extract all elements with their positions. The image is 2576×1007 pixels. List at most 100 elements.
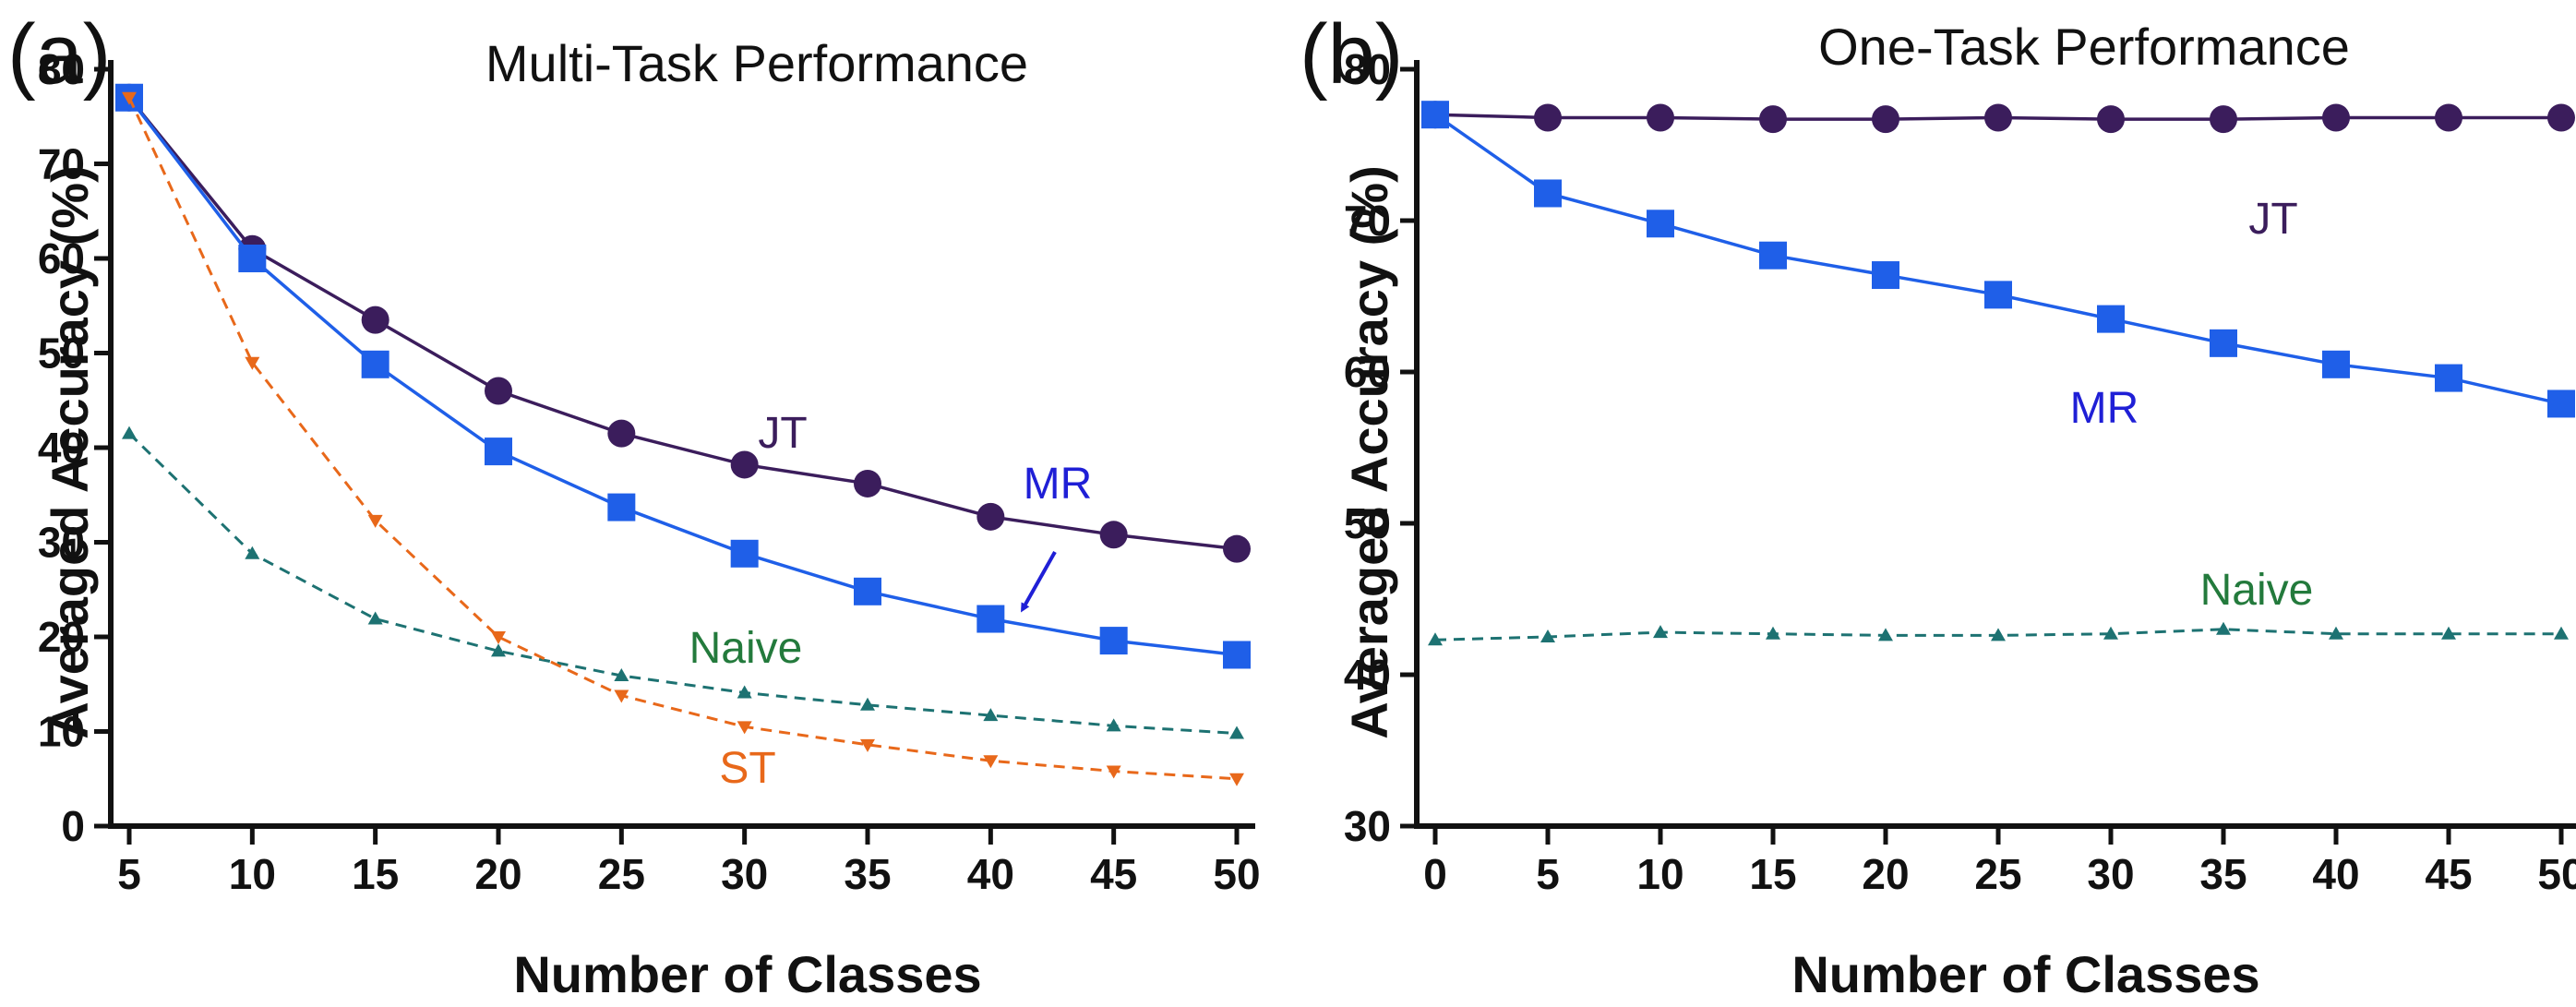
panel-a-y-axis-title: Averaged Accuracy (%) <box>41 165 99 738</box>
panel-a-point-jt <box>607 419 636 448</box>
panel-b-title: One-Task Performance <box>1818 18 2350 76</box>
panel-a-y-tick-label: 0 <box>61 802 85 850</box>
panel-b-point-jt <box>1984 103 2012 132</box>
panel-a-point-mr <box>1099 627 1128 655</box>
panel-b-point-naive <box>2554 626 2569 640</box>
panel-a-point-naive <box>1229 725 1244 739</box>
panel-a-y-tick-label: 30 <box>38 519 85 567</box>
panel-a-point-jt <box>361 306 389 334</box>
panel-a: (a) Multi-Task Performance Averaged Accu… <box>7 7 1261 1003</box>
panel-b-label: (b) <box>1300 7 1403 102</box>
panel-b-point-naive <box>2216 621 2231 635</box>
panel-a-point-st <box>367 514 383 528</box>
panel-a-line-st <box>127 97 1238 781</box>
panel-b-axes: 30 40 50 60 70 80 0 5 10 15 20 25 30 35 40 45 50 <box>1344 45 2576 898</box>
panel-a-point-mr <box>1223 641 1251 669</box>
panel-b-point-naive <box>2329 626 2343 640</box>
panel-a-y-tick-label: 20 <box>38 613 85 661</box>
panel-b-point-mr <box>1421 101 1449 129</box>
panel-a-point-jt <box>976 502 1005 531</box>
panel-a-y-tick-label: 50 <box>38 330 85 378</box>
panel-a-line-naive <box>127 432 1238 736</box>
panel-a-label-st: ST <box>719 744 775 793</box>
panel-b-point-mr <box>1534 179 1562 208</box>
panel-a-label-jt: JT <box>758 409 807 458</box>
panel-a-x-tick-label: 35 <box>844 850 891 898</box>
panel-a-x-tick-label: 40 <box>967 850 1014 898</box>
panel-b-point-jt <box>1647 103 1674 132</box>
panel-a-x-tick-label: 5 <box>117 850 141 898</box>
panel-b-point-mr <box>2210 329 2237 357</box>
panel-a-x-axis-title: Number of Classes <box>513 945 981 1003</box>
panel-a-y-tick-label: 60 <box>38 234 85 282</box>
panel-b-point-mr <box>1759 241 1787 270</box>
panel-b-y-tick-label: 70 <box>1344 197 1391 245</box>
panel-b-point-naive <box>2441 626 2456 640</box>
panel-a-point-naive <box>122 426 137 439</box>
panel-b-point-mr <box>2097 305 2125 333</box>
panel-a-point-naive <box>614 668 629 682</box>
panel-b-point-jt <box>1872 105 1899 134</box>
panel-b-point-naive <box>2103 626 2118 640</box>
panel-b-x-tick-label: 30 <box>2087 850 2134 898</box>
panel-b-point-jt <box>1534 103 1562 132</box>
panel-b-x-tick-label: 20 <box>1862 850 1909 898</box>
panel-b-x-axis-title: Number of Classes <box>1791 945 2259 1003</box>
panel-b-point-jt <box>2097 105 2125 134</box>
panel-b-point-naive <box>1540 629 1555 642</box>
panel-b-point-naive <box>1991 628 2006 641</box>
panel-a-point-jt <box>1223 534 1251 563</box>
panel-b-label-jt: JT <box>2248 195 2297 244</box>
panel-a-x-tick-label: 20 <box>474 850 521 898</box>
panel-a-point-st <box>122 91 137 105</box>
panel-a-point-mr <box>485 438 512 466</box>
panel-b-y-tick-label: 60 <box>1344 348 1391 396</box>
panel-a-line-jt <box>127 96 1238 551</box>
panel-a-title: Multi-Task Performance <box>485 34 1028 92</box>
panel-b-point-naive <box>1766 626 1780 640</box>
panel-a-x-tick-label: 45 <box>1090 850 1137 898</box>
panel-a-point-jt <box>1099 521 1128 549</box>
panel-a-point-st <box>1106 765 1121 779</box>
panel-b-y-tick-label: 40 <box>1344 651 1391 699</box>
panel-a-point-mr <box>238 245 267 272</box>
panel-a-point-naive <box>491 643 506 657</box>
panel-b-point-mr <box>2322 350 2350 378</box>
panel-a-point-mr <box>607 493 636 521</box>
panel-a-series <box>115 83 1251 786</box>
panel-a-label-mr: MR <box>1024 460 1093 509</box>
panel-a-point-jt <box>485 377 512 405</box>
panel-a-label: (a) <box>7 7 111 102</box>
panel-a-point-naive <box>983 708 999 722</box>
panel-b-x-tick-label: 40 <box>2312 850 2359 898</box>
panel-b-series <box>1421 101 2575 646</box>
panel-b-label-mr: MR <box>2070 384 2139 433</box>
panel-b-x-tick-label: 50 <box>2537 850 2576 898</box>
panel-a-y-tick-label: 10 <box>38 708 85 756</box>
panel-b-x-tick-label: 25 <box>1974 850 2021 898</box>
panel-a-point-st <box>245 356 260 370</box>
panel-b-point-naive <box>1653 625 1668 639</box>
panel-a-y-tick-label: 80 <box>38 45 85 93</box>
panel-b-x-tick-label: 45 <box>2425 850 2472 898</box>
panel-a-point-st <box>860 738 875 752</box>
panel-b-y-tick-label: 50 <box>1344 499 1391 547</box>
panel-a-mr-arrow <box>1021 551 1057 613</box>
panel-b-y-tick-label: 30 <box>1344 802 1391 850</box>
panel-a-x-tick-label: 30 <box>721 850 768 898</box>
panel-b-point-jt <box>2435 103 2462 132</box>
panel-b-x-tick-label: 35 <box>2199 850 2247 898</box>
panel-a-label-naive: Naive <box>689 624 803 673</box>
panel-b-point-naive <box>1878 628 1893 641</box>
panel-b-point-mr <box>2547 390 2575 418</box>
panel-b-x-tick-label: 0 <box>1423 850 1447 898</box>
panel-a-point-naive <box>737 685 752 699</box>
panel-b-point-naive <box>1428 632 1443 646</box>
panel-a-point-st <box>737 721 752 735</box>
panel-b-point-mr <box>1872 261 1899 290</box>
panel-b: (b) One-Task Performance Averaged Accura… <box>1300 7 2576 1003</box>
panel-a-point-naive <box>245 545 260 559</box>
panel-a-point-jt <box>854 469 881 498</box>
panel-a-point-mr <box>730 539 759 568</box>
panel-a-point-st <box>614 689 629 703</box>
